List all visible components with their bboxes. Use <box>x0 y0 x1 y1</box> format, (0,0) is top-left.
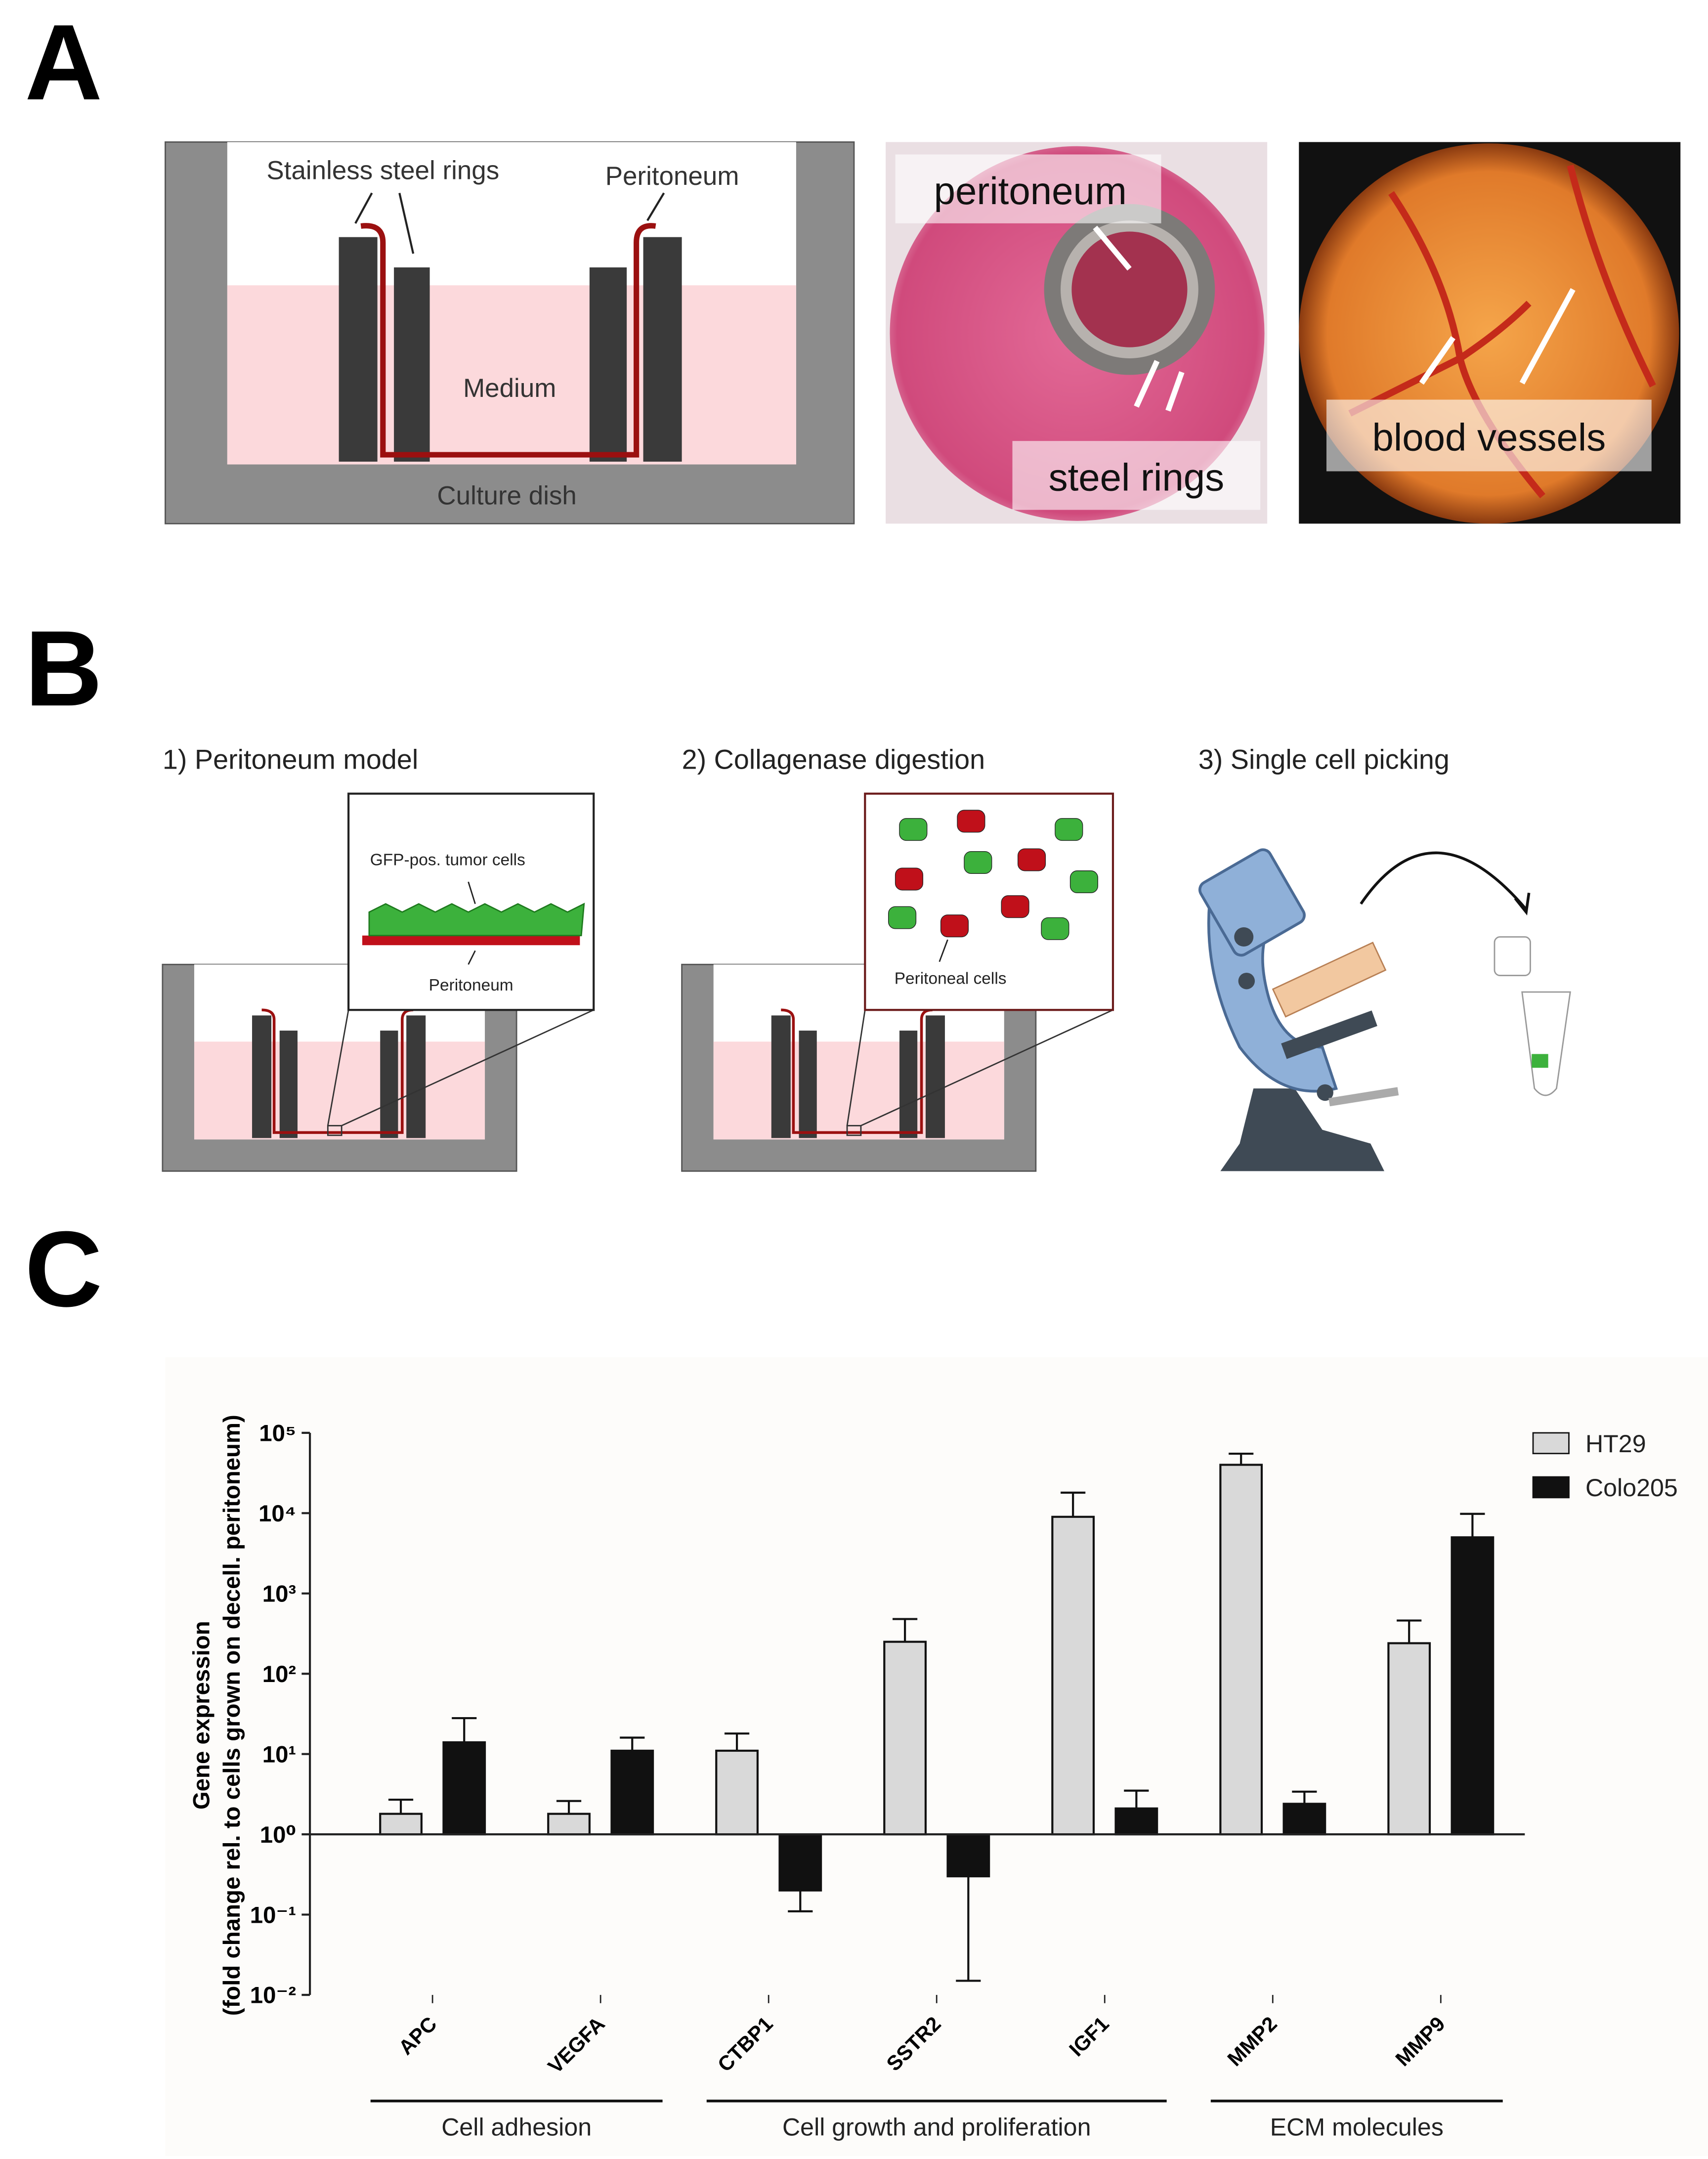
label: GFP-pos. tumor cells <box>370 851 525 869</box>
bar <box>715 1749 759 1836</box>
panel-label: A <box>25 2 102 123</box>
y-tick-label: 10⁴ <box>258 1501 296 1527</box>
dish-schematic <box>162 792 595 1172</box>
y-tick-label: 10¹ <box>262 1741 296 1768</box>
bar <box>1387 1642 1431 1836</box>
label: Peritoneal cells <box>895 969 1007 988</box>
panel-label: C <box>25 1209 102 1329</box>
step-title: 2) Collagenase digestion <box>682 744 985 775</box>
label: Culture dish <box>437 481 576 510</box>
y-tick-label: 10³ <box>262 1581 296 1607</box>
legend-swatch <box>1532 1476 1570 1499</box>
bar <box>1451 1536 1494 1836</box>
label: Medium <box>463 374 556 403</box>
dish-schematic <box>681 792 1114 1172</box>
microscope-icon <box>1198 848 1571 1171</box>
bar <box>610 1749 654 1836</box>
bar <box>778 1833 822 1892</box>
panel-label: B <box>25 608 102 729</box>
bar <box>1282 1803 1326 1836</box>
bar <box>1219 1464 1263 1836</box>
y-tick-label: 10⁰ <box>260 1822 296 1848</box>
axis-title: (fold change rel. to cells grown on dece… <box>219 1415 245 2016</box>
legend-label: Colo205 <box>1585 1474 1678 1502</box>
group-label: ECM molecules <box>1270 2113 1444 2141</box>
bar <box>1114 1807 1158 1836</box>
photo <box>886 142 1268 524</box>
group-label: Cell growth and proliferation <box>782 2113 1091 2141</box>
bar <box>379 1813 423 1836</box>
y-tick-label: 10⁻² <box>250 1983 296 2009</box>
label: steel rings <box>1049 456 1225 499</box>
bar <box>883 1641 927 1836</box>
group-label: Cell adhesion <box>441 2113 592 2141</box>
bar <box>1051 1515 1095 1836</box>
y-tick-label: 10² <box>262 1661 296 1687</box>
axis-title: Gene expression <box>189 1621 215 1810</box>
y-tick-label: 10⁵ <box>259 1421 296 1447</box>
step-title: 3) Single cell picking <box>1198 744 1450 775</box>
schematic <box>165 141 855 524</box>
bar <box>547 1813 591 1836</box>
y-tick-label: 10⁻¹ <box>250 1902 296 1928</box>
legend-label: HT29 <box>1585 1430 1646 1458</box>
step-title: 1) Peritoneum model <box>163 744 418 775</box>
label: Peritoneum <box>605 162 739 191</box>
label: peritoneum <box>934 169 1127 213</box>
bar <box>946 1833 990 1878</box>
legend-swatch <box>1532 1432 1570 1455</box>
label: Peritoneum <box>429 976 513 994</box>
label: Stainless steel rings <box>266 156 499 185</box>
label: blood vessels <box>1372 416 1606 459</box>
bar <box>442 1741 486 1836</box>
photo <box>1299 142 1681 524</box>
